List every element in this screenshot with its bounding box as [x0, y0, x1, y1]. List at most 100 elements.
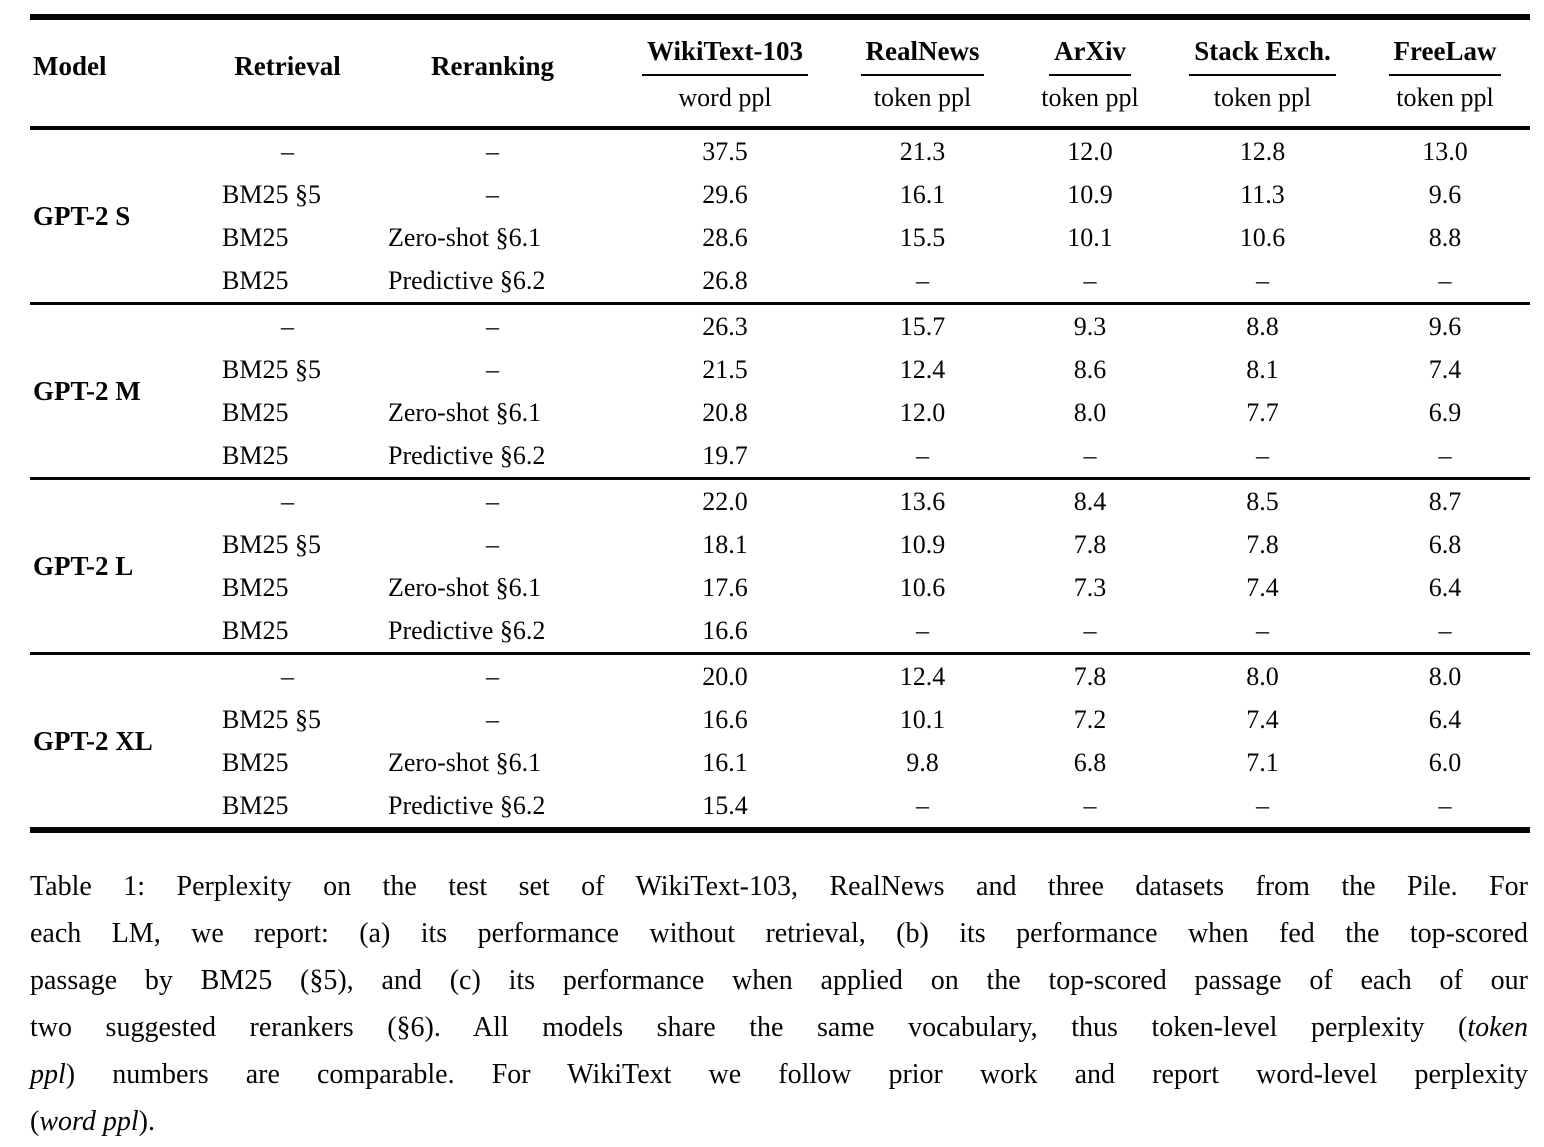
- dataset-name-label: FreeLaw: [1388, 36, 1502, 76]
- stack-exch-ppl-value: 7.4: [1246, 572, 1279, 602]
- retrieval-value: –: [210, 302, 365, 348]
- wikitext-ppl-value: 26.3: [620, 302, 830, 348]
- caption-line: ppl) numbers are comparable. For WikiTex…: [30, 1051, 1528, 1098]
- wikitext-ppl-value: 17.6: [702, 572, 748, 602]
- caption-line: each LM, we report: (a) its performance …: [30, 910, 1528, 957]
- col-header-arxiv: ArXiv: [1015, 17, 1165, 77]
- reranking-value: –: [365, 652, 620, 698]
- realnews-ppl-value: 12.0: [899, 397, 946, 427]
- wikitext-ppl-value: 16.6: [702, 704, 748, 734]
- freelaw-ppl-value: 6.4: [1428, 704, 1462, 734]
- unit-label-stack-exch: token ppl: [1165, 77, 1360, 130]
- arxiv-ppl-value: 8.6: [1073, 354, 1107, 384]
- reranking-value: –: [486, 179, 499, 209]
- reranking-value: Predictive §6.2: [388, 615, 546, 645]
- caption-line: passage by BM25 (§5), and (c) its perfor…: [30, 957, 1528, 1004]
- table-row: BM25 §5 – 18.1 10.9 7.8 7.8 6.8: [30, 523, 1530, 566]
- table-row: BM25 Predictive §6.2 19.7 – – – –: [30, 434, 1530, 479]
- freelaw-ppl-value: 6.8: [1428, 529, 1462, 559]
- freelaw-ppl-value: –: [1438, 790, 1452, 820]
- arxiv-ppl-value: 10.9: [1067, 179, 1113, 209]
- dataset-name-label: Stack Exch.: [1189, 36, 1336, 76]
- col-header-model: Model: [30, 17, 210, 130]
- table-row: GPT-2 M – –26.3 15.7 9.3 8.8 9.6: [30, 302, 1530, 479]
- wikitext-ppl-value: 22.0: [620, 477, 830, 523]
- arxiv-ppl-value: 6.8: [1073, 747, 1107, 777]
- reranking-value: Zero-shot §6.1: [388, 747, 542, 777]
- table-row: BM25 Zero-shot §6.1 20.8 12.0 8.0 7.7 6.9: [30, 391, 1530, 434]
- wikitext-ppl-value: 19.7: [702, 440, 748, 470]
- arxiv-ppl-value: –: [1083, 615, 1097, 645]
- retrieval-value: BM25: [222, 397, 289, 427]
- realnews-ppl-value: 16.1: [899, 179, 946, 209]
- caption-italic-text: token: [1467, 1012, 1528, 1043]
- table-row: GPT-2 S – – 37.5 21.3 12.0 12.8 13.0: [30, 128, 1530, 231]
- realnews-ppl-value: 9.8: [906, 747, 939, 777]
- arxiv-ppl-value: –: [1083, 440, 1097, 470]
- realnews-ppl-value: 12.4: [899, 354, 946, 384]
- table-body: GPT-2 S – – 37.5 21.3 12.0 12.8 13.0 BM25 §5 – 29.…: [30, 128, 1530, 830]
- freelaw-ppl-value: 6.0: [1428, 747, 1462, 777]
- stack-exch-ppl-value: 7.7: [1246, 397, 1279, 427]
- retrieval-value: BM25 §5: [222, 354, 321, 384]
- table-row: BM25 Predictive §6.2 16.6 – – – –: [30, 609, 1530, 654]
- caption-italic-text: ppl: [30, 1059, 66, 1090]
- reranking-value: Zero-shot §6.1: [388, 222, 542, 252]
- dataset-name-label: WikiText-103: [641, 36, 809, 76]
- perplexity-table: Model Retrieval Reranking WikiText-103 R…: [30, 14, 1530, 833]
- unit-label-wikitext: word ppl: [620, 77, 830, 130]
- reranking-value: –: [365, 477, 620, 523]
- wikitext-ppl-value: 26.8: [702, 265, 748, 295]
- stack-exch-ppl-value: 8.8: [1165, 302, 1360, 348]
- freelaw-ppl-value: 13.0: [1422, 136, 1468, 166]
- realnews-ppl-value: –: [916, 790, 929, 820]
- model-name: GPT-2 S: [33, 200, 131, 231]
- col-header-wikitext-103: WikiText-103: [620, 17, 830, 77]
- reranking-value: Zero-shot §6.1: [388, 572, 542, 602]
- arxiv-ppl-value: 8.4: [1015, 477, 1165, 523]
- arxiv-ppl-value: 12.0: [1067, 136, 1113, 166]
- freelaw-ppl-value: 9.6: [1360, 302, 1530, 348]
- wikitext-ppl-value: 28.6: [702, 222, 748, 252]
- freelaw-ppl-value: 6.9: [1428, 397, 1462, 427]
- stack-exch-ppl-value: 7.4: [1246, 704, 1279, 734]
- wikitext-ppl-value: 21.5: [702, 354, 748, 384]
- caption-text: (: [30, 1106, 40, 1137]
- arxiv-ppl-value: 10.1: [1067, 222, 1113, 252]
- wikitext-ppl-value: 29.6: [702, 179, 748, 209]
- table-row: GPT-2 L – –22.0 13.6 8.4 8.5 8.7: [30, 477, 1530, 654]
- table-row: BM25 Zero-shot §6.1 17.6 10.6 7.3 7.4 6.4: [30, 566, 1530, 609]
- stack-exch-ppl-value: 10.6: [1239, 222, 1286, 252]
- table-row: BM25 Predictive §6.2 26.8 – – – –: [30, 259, 1530, 304]
- col-header-reranking: Reranking: [365, 17, 620, 130]
- caption-line: Table 1: Perplexity on the test set of W…: [30, 863, 1528, 910]
- unit-label-realnews: token ppl: [830, 77, 1015, 130]
- reranking-value: –: [486, 704, 499, 734]
- realnews-ppl-value: 21.3: [899, 136, 946, 166]
- realnews-ppl-value: –: [916, 265, 929, 295]
- realnews-ppl-value: 10.9: [899, 529, 946, 559]
- table-caption: Table 1: Perplexity on the test set of W…: [30, 863, 1528, 1145]
- retrieval-value: BM25: [222, 572, 289, 602]
- model-name: GPT-2 XL: [30, 652, 210, 830]
- col-header-freelaw: FreeLaw: [1360, 17, 1530, 77]
- table-row: BM25 Predictive §6.2 15.4 – – – –: [30, 784, 1530, 830]
- col-header-realnews: RealNews: [830, 17, 1015, 77]
- wikitext-ppl-value: 18.1: [702, 529, 748, 559]
- wikitext-ppl-value: 37.5: [702, 136, 748, 166]
- realnews-ppl-value: 12.4: [830, 652, 1015, 698]
- arxiv-ppl-value: 7.3: [1073, 572, 1107, 602]
- freelaw-ppl-value: –: [1438, 615, 1452, 645]
- stack-exch-ppl-value: 7.8: [1246, 529, 1279, 559]
- caption-text: ).: [138, 1106, 155, 1137]
- freelaw-ppl-value: 7.4: [1428, 354, 1462, 384]
- freelaw-ppl-value: 8.7: [1360, 477, 1530, 523]
- wikitext-ppl-value: 16.1: [702, 747, 748, 777]
- stack-exch-ppl-value: 11.3: [1240, 179, 1285, 209]
- caption-text: each LM, we report: (a) its performance …: [30, 918, 1528, 949]
- realnews-ppl-value: 10.6: [899, 572, 946, 602]
- wikitext-ppl-value: 20.0: [620, 652, 830, 698]
- unit-label-arxiv: token ppl: [1015, 77, 1165, 130]
- retrieval-value: BM25: [222, 790, 289, 820]
- stack-exch-ppl-value: 12.8: [1239, 136, 1286, 166]
